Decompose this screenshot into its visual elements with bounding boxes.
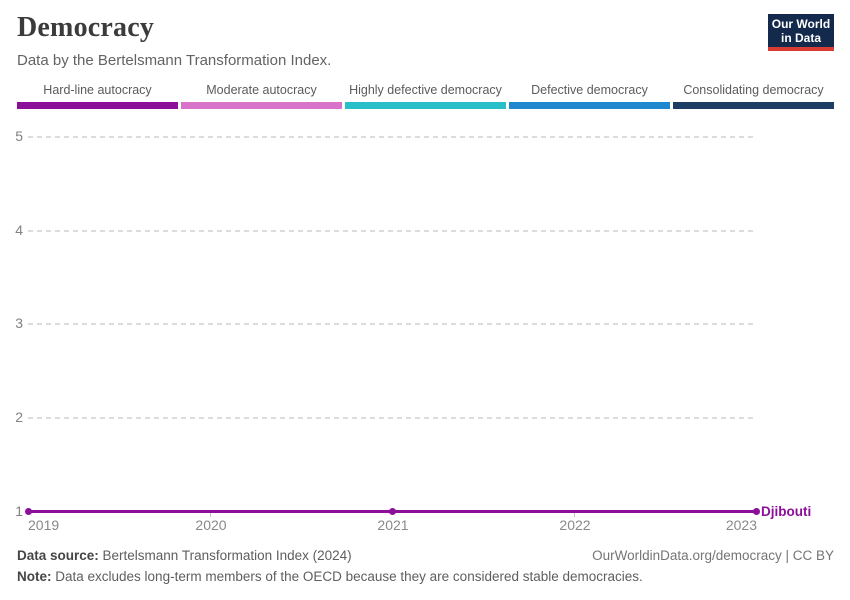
owid-logo-red-bar [768,47,834,51]
x-axis-tick [210,513,211,517]
data-point-2023 [752,508,760,515]
legend-item-defective-democracy: Defective democracy [509,83,670,109]
y-axis-label: 5 [15,128,23,144]
legend-color-bar [509,102,670,109]
legend-color-bar [17,102,178,109]
legend-item-moderate-autocracy: Moderate autocracy [181,83,342,109]
owid-logo-text: Our World in Data [771,16,831,45]
legend-label: Hard-line autocracy [43,83,152,97]
x-axis-label: 2020 [195,517,227,533]
x-axis-label: 2022 [559,517,591,533]
x-axis-label: 2023 [725,517,757,533]
data-source-text: Bertelsmann Transformation Index (2024) [98,548,352,563]
data-source-note: Data source: Bertelsmann Transformation … [17,548,352,563]
legend-label: Moderate autocracy [206,83,317,97]
y-axis-label: 1 [15,503,23,519]
x-axis-label: 2021 [377,517,409,533]
x-axis-label: 2019 [28,517,60,533]
category-legend: Hard-line autocracy Moderate autocracy H… [17,83,834,109]
y-axis-label: 2 [15,409,23,425]
legend-item-hard-line-autocracy: Hard-line autocracy [17,83,178,109]
y-axis-label: 4 [15,222,23,238]
note-label: Note: [17,569,52,584]
note-text: Data excludes long-term members of the O… [51,569,643,584]
legend-color-bar [345,102,506,109]
entity-label-djibouti[interactable]: Djibouti [761,504,812,519]
legend-label: Consolidating democracy [683,83,824,97]
x-axis-tick [574,513,575,517]
legend-color-bar [181,102,342,109]
legend-item-consolidating-democracy: Consolidating democracy [673,83,834,109]
page-title: Democracy [17,12,155,43]
data-point-2021 [388,508,396,515]
owid-logo[interactable]: Our World in Data [768,14,834,51]
legend-item-highly-defective-democracy: Highly defective democracy [345,83,506,109]
chart-note: Note: Data excludes long-term members of… [17,569,643,584]
chart-subtitle: Data by the Bertelsmann Transformation I… [17,52,332,69]
gridline [28,136,756,138]
data-point-2019 [24,508,32,515]
owid-license-link[interactable]: OurWorldinData.org/democracy | CC BY [592,548,834,563]
y-axis-label: 3 [15,315,23,331]
gridline [28,323,756,325]
legend-label: Highly defective democracy [349,83,502,97]
legend-color-bar [673,102,834,109]
legend-label: Defective democracy [531,83,648,97]
gridline [28,417,756,419]
gridline [28,230,756,232]
data-source-label: Data source: [17,548,99,563]
